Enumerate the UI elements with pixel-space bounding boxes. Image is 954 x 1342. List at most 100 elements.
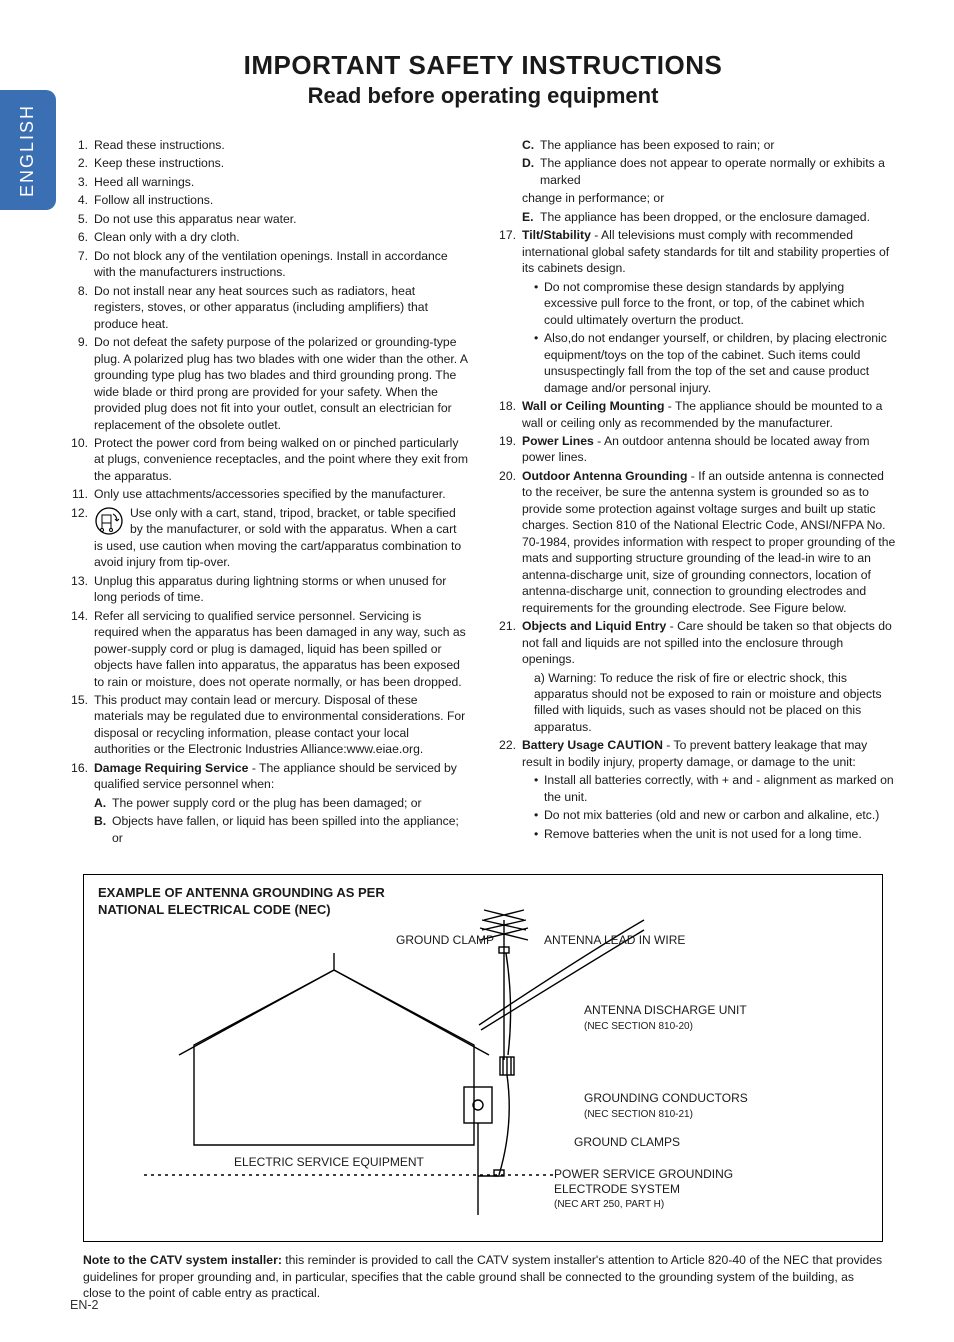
item-number: 14. [70,608,94,690]
item-text: Follow all instructions. [94,192,468,208]
list-item: 13.Unplug this apparatus during lightnin… [70,573,468,606]
item-number: 15. [70,692,94,758]
item-text: Clean only with a dry cloth. [94,229,468,245]
item-number: 13. [70,573,94,606]
item-number: 20. [498,468,522,616]
item-text: Outdoor Antenna Grounding - If an outsid… [522,468,896,616]
label-discharge-unit: ANTENNA DISCHARGE UNIT(NEC SECTION 810-2… [584,1003,747,1032]
list-item: 11.Only use attachments/accessories spec… [70,486,468,502]
language-label: ENGLISH [18,103,39,196]
page: ENGLISH IMPORTANT SAFETY INSTRUCTIONS Re… [0,0,954,1342]
antenna-grounding-diagram: EXAMPLE OF ANTENNA GROUNDING AS PER NATI… [83,874,883,1242]
item-text: Do not block any of the ventilation open… [94,248,468,281]
bullet-item: •Do not mix batteries (old and new or ca… [498,807,896,823]
sub-item-label: D. [522,155,540,188]
bullet-text: Remove batteries when the unit is not us… [544,826,896,842]
bullet-text: Do not mix batteries (old and new or car… [544,807,896,823]
bullet-dot: • [534,826,544,842]
bullet-text: Install all batteries correctly, with + … [544,772,896,805]
bullet-item: •Do not compromise these design standard… [498,279,896,328]
item-number: 19. [498,433,522,466]
list-item: 4.Follow all instructions. [70,192,468,208]
list-item: 21.Objects and Liquid Entry - Care shoul… [498,618,896,667]
sub-item: B.Objects have fallen, or liquid has bee… [70,813,468,846]
list-item: 16.Damage Requiring Service - The applia… [70,760,468,793]
page-footer: EN-2 [70,1298,98,1312]
list-item: 14.Refer all servicing to qualified serv… [70,608,468,690]
item-number: 12. [70,505,94,571]
item-number: 16. [70,760,94,793]
item-number: 8. [70,283,94,332]
sub-item-text: The appliance has been dropped, or the e… [540,209,896,225]
bullet-text: Also,do not endanger yourself, or childr… [544,330,896,396]
list-item: 6.Clean only with a dry cloth. [70,229,468,245]
list-item: 22.Battery Usage CAUTION - To prevent ba… [498,737,896,770]
item-text: Power Lines - An outdoor antenna should … [522,433,896,466]
sub-item-text: The power supply cord or the plug has be… [112,795,468,811]
list-item: 18.Wall or Ceiling Mounting - The applia… [498,398,896,431]
item-number: 1. [70,137,94,153]
item-number: 22. [498,737,522,770]
sub-item-label: A. [94,795,112,811]
list-item: 7.Do not block any of the ventilation op… [70,248,468,281]
item-number: 9. [70,334,94,433]
item-text: Do not use this apparatus near water. [94,211,468,227]
list-item: 12.Use only with a cart, stand, tripod, … [70,505,468,571]
label-power-service: POWER SERVICE GROUNDING ELECTRODE SYSTEM… [554,1167,754,1211]
item-text: Keep these instructions. [94,155,468,171]
indent-text: change in performance; or [498,190,896,206]
sub-item: E.The appliance has been dropped, or the… [498,209,896,225]
list-item: 9.Do not defeat the safety purpose of th… [70,334,468,433]
item-number: 21. [498,618,522,667]
sub-item-text: Objects have fallen, or liquid has been … [112,813,468,846]
cart-tipover-icon [94,507,124,535]
list-item: 1.Read these instructions. [70,137,468,153]
item-text: Unplug this apparatus during lightning s… [94,573,468,606]
bullet-dot: • [534,279,544,328]
item-text: Use only with a cart, stand, tripod, bra… [94,505,468,571]
list-item: 10.Protect the power cord from being wal… [70,435,468,484]
page-title: IMPORTANT SAFETY INSTRUCTIONS [70,50,896,81]
bullet-item: •Install all batteries correctly, with +… [498,772,896,805]
sub-item-text: The appliance has been exposed to rain; … [540,137,896,153]
list-item: 3.Heed all warnings. [70,174,468,190]
language-tab: ENGLISH [0,90,56,210]
label-ground-clamp-top: GROUND CLAMP [364,933,494,947]
item-text: Heed all warnings. [94,174,468,190]
content-columns: 1.Read these instructions.2.Keep these i… [70,137,896,848]
label-grounding-conductors: GROUNDING CONDUCTORS(NEC SECTION 810-21) [584,1091,748,1120]
bullet-item: •Also,do not endanger yourself, or child… [498,330,896,396]
list-item: 15.This product may contain lead or merc… [70,692,468,758]
label-antenna-lead: ANTENNA LEAD IN WIRE [544,933,685,947]
item-number: 18. [498,398,522,431]
item-number: 3. [70,174,94,190]
item-text: Only use attachments/accessories specifi… [94,486,468,502]
list-item: 17.Tilt/Stability - All televisions must… [498,227,896,276]
column-left: 1.Read these instructions.2.Keep these i… [70,137,468,848]
item-number: 11. [70,486,94,502]
sub-warning: a) Warning: To reduce the risk of fire o… [498,670,896,736]
item-number: 2. [70,155,94,171]
list-item: 8.Do not install near any heat sources s… [70,283,468,332]
item-text: Do not install near any heat sources suc… [94,283,468,332]
bullet-text: Do not compromise these design standards… [544,279,896,328]
item-text: Objects and Liquid Entry - Care should b… [522,618,896,667]
bullet-dot: • [534,807,544,823]
sub-item-label: E. [522,209,540,225]
list-item: 5.Do not use this apparatus near water. [70,211,468,227]
item-number: 5. [70,211,94,227]
item-number: 7. [70,248,94,281]
sub-item-label: C. [522,137,540,153]
bullet-dot: • [534,772,544,805]
item-text: Read these instructions. [94,137,468,153]
list-item: 19.Power Lines - An outdoor antenna shou… [498,433,896,466]
label-ground-clamps: GROUND CLAMPS [574,1135,680,1149]
column-right: C.The appliance has been exposed to rain… [498,137,896,848]
item-text: Battery Usage CAUTION - To prevent batte… [522,737,896,770]
list-item: 2.Keep these instructions. [70,155,468,171]
item-text: Tilt/Stability - All televisions must co… [522,227,896,276]
sub-item: A.The power supply cord or the plug has … [70,795,468,811]
bullet-dot: • [534,330,544,396]
page-subtitle: Read before operating equipment [70,83,896,109]
sub-item-text: The appliance does not appear to operate… [540,155,896,188]
